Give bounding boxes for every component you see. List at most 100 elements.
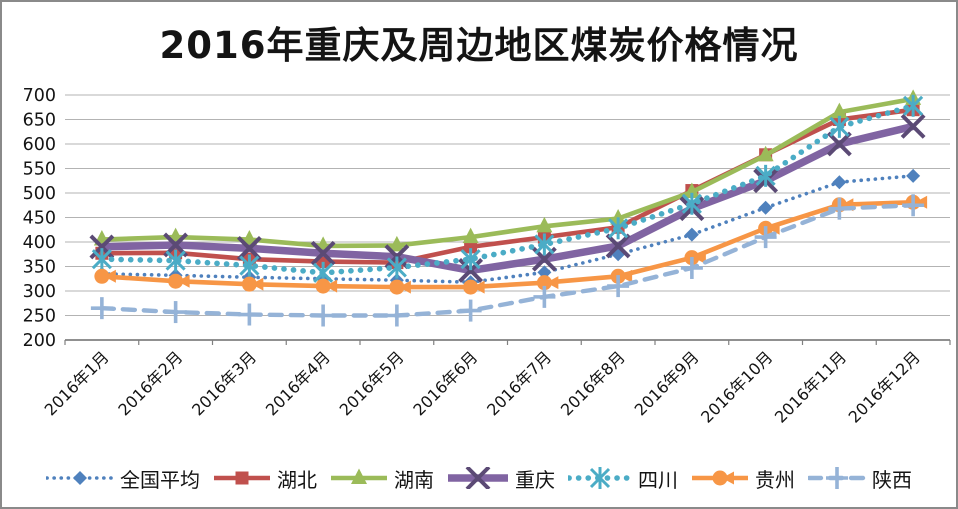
data-point-marker [906,168,921,183]
legend-label: 四川 [638,467,678,492]
data-point-marker [389,279,405,295]
y-axis-label: 550 [23,160,56,180]
x-axis-label: 2016年2月 [114,347,186,419]
data-point-marker [310,240,336,266]
y-axis-label: 650 [23,111,56,131]
series-陕西 [90,194,925,327]
data-point-marker [241,276,257,292]
x-axis-label: 2016年11月 [771,347,850,426]
legend-label: 陕西 [872,467,912,492]
legend-label: 湖北 [277,467,317,492]
series-贵州 [94,194,928,295]
y-axis-label: 300 [23,282,56,302]
legend-line-national-average-icon [46,471,114,485]
series-line-全国平均 [100,174,915,284]
legend-label: 贵州 [755,467,795,492]
legend: 全国平均 湖北 湖南 重庆 四川 贵州 陕西 [2,453,956,503]
data-point-marker [464,240,478,254]
data-point-marker [462,227,479,244]
x-axis-label: 2016年3月 [188,347,260,419]
legend-label: 全国平均 [120,467,200,492]
legend-label: 湖南 [394,467,434,492]
data-point-marker [168,273,184,289]
data-point-marker [398,280,411,294]
chart-canvas: 200 250 300 350 400 450 500 550 600 650 700 2016年1月… [23,86,951,427]
y-axis-label: 500 [23,184,56,204]
series-line-四川 [99,102,916,276]
data-point-marker [546,276,559,290]
legend-line-hubei-icon [214,471,270,485]
data-point-marker [235,471,249,485]
x-axis-label: 2016年6月 [409,347,481,419]
data-point-marker [684,227,699,242]
data-point-marker [537,265,552,280]
data-point-marker [826,131,852,157]
data-point-marker [758,200,773,215]
data-point-marker [610,208,627,225]
legend-line-guizhou-icon [692,470,748,486]
data-point-marker [536,216,553,233]
x-axis-label: 2016年10月 [697,347,776,426]
data-point-marker [683,182,700,199]
legend-item-shaanxi: 陕西 [808,464,912,493]
data-point-marker [94,268,110,284]
data-point-marker [315,278,331,294]
data-point-marker [103,269,116,283]
data-point-marker [536,275,552,291]
data-point-marker [458,258,484,283]
x-axis-label: 2016年5月 [336,347,408,419]
series-line-重庆 [101,122,914,275]
data-point-marker [177,274,190,288]
data-point-marker [831,102,848,119]
legend-item-national-average: 全国平均 [46,464,200,493]
data-point-marker [832,175,847,190]
data-point-marker [89,234,115,260]
data-point-marker [472,280,485,294]
data-point-marker [325,279,338,293]
data-point-marker [757,145,774,162]
data-point-marker [693,251,706,265]
data-point-marker [388,235,405,252]
legend-item-hunan: 湖南 [330,464,434,493]
data-point-marker [900,113,926,139]
x-axis-label: 2016年12月 [845,347,924,426]
series-湖南 [93,89,922,252]
y-axis-label: 200 [23,331,56,351]
data-point-marker [722,471,734,485]
data-point-marker [351,468,367,484]
data-point-marker [767,221,780,235]
y-axis-label: 600 [23,135,56,155]
legend-item-hubei: 湖北 [213,464,317,493]
series-line-陕西 [99,203,916,318]
y-axis-label: 350 [23,258,56,278]
data-point-marker [712,470,728,486]
legend-item-guizhou: 贵州 [691,464,795,493]
x-axis-label: 2016年7月 [483,347,555,419]
legend-label: 重庆 [515,467,555,492]
data-point-marker [251,277,264,291]
data-point-marker [463,279,479,295]
legend-line-chongqing-icon [448,467,508,489]
y-axis-label: 400 [23,233,56,253]
series-全国平均 [94,168,921,290]
series-line-湖南 [101,96,914,249]
data-point-marker [236,235,262,261]
x-axis-label: 2016年9月 [631,347,703,419]
data-point-marker [620,269,633,283]
data-point-marker [605,233,631,259]
y-axis-label: 250 [23,307,56,327]
series-四川 [91,94,924,284]
legend-line-hunan-icon [331,468,387,484]
legend-line-shaanxi-icon [808,467,866,489]
x-axis-label: 2016年4月 [262,347,334,419]
data-point-marker [73,471,87,485]
legend-item-sichuan: 四川 [568,464,678,493]
y-axis-label: 700 [23,86,56,106]
data-point-marker [465,467,491,489]
y-axis-label: 450 [23,209,56,229]
chart-title: 2016年重庆及周边地区煤炭价格情况 [159,24,799,67]
legend-item-chongqing: 重庆 [447,464,555,493]
legend-line-sichuan-icon [568,467,632,489]
x-axis-label: 2016年8月 [557,347,629,419]
